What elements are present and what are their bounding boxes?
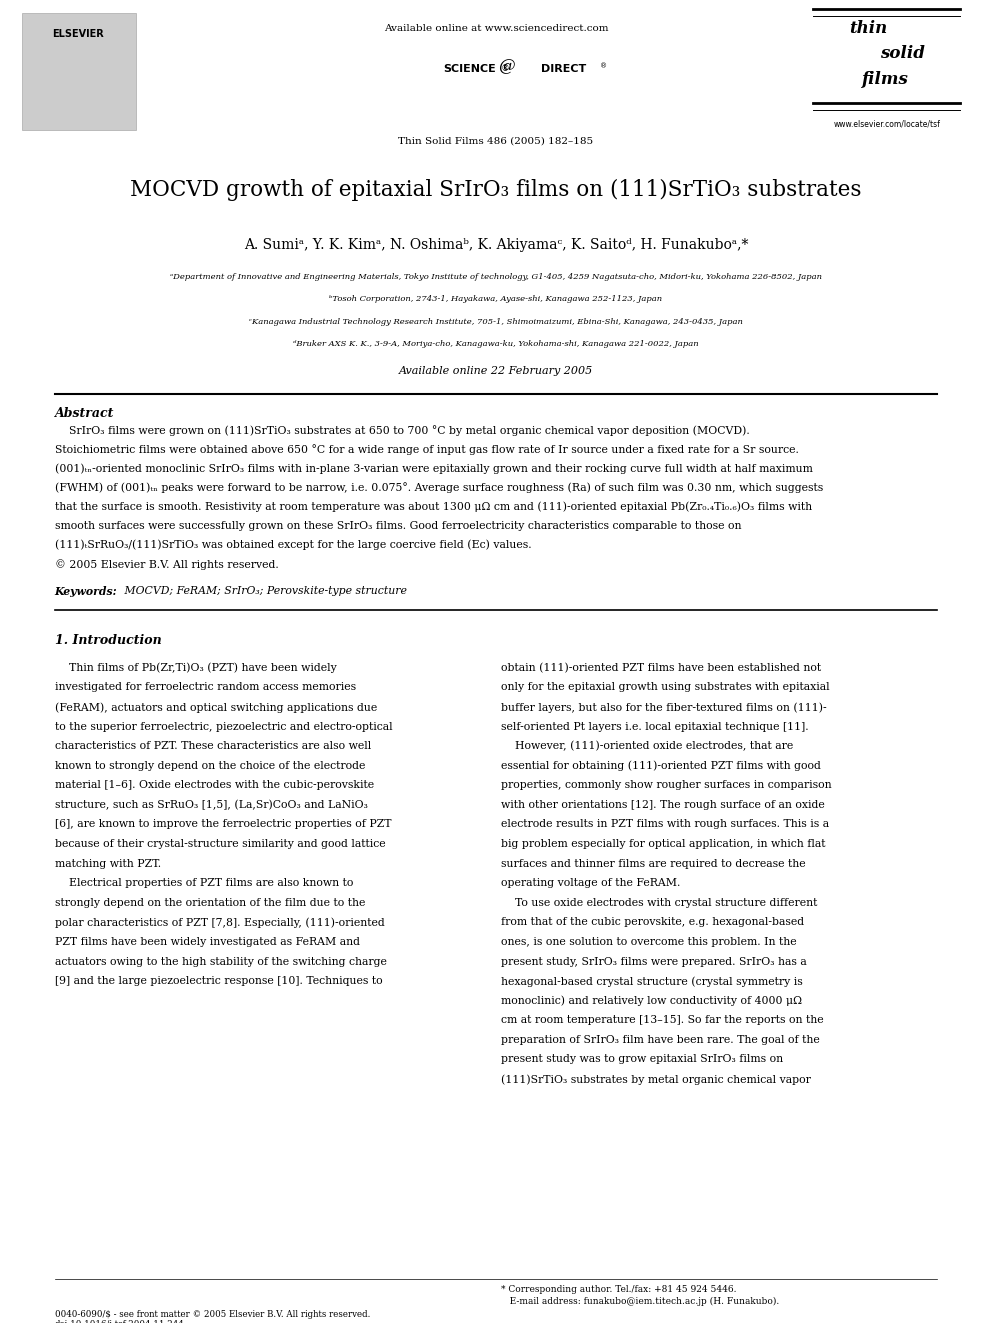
Text: doi:10.1016/j.tsf.2004.11.244: doi:10.1016/j.tsf.2004.11.244 [55, 1320, 185, 1323]
Text: ᵃDepartment of Innovative and Engineering Materials, Tokyo Institute of technolo: ᵃDepartment of Innovative and Engineerin… [170, 273, 822, 280]
Text: properties, commonly show rougher surfaces in comparison: properties, commonly show rougher surfac… [501, 781, 831, 790]
Text: DIRECT: DIRECT [541, 64, 586, 74]
Text: Electrical properties of PZT films are also known to: Electrical properties of PZT films are a… [55, 878, 353, 888]
Text: ᵇTosoh Corporation, 2743-1, Hayakawa, Ayase-shi, Kanagawa 252-1123, Japan: ᵇTosoh Corporation, 2743-1, Hayakawa, Ay… [329, 295, 663, 303]
Text: only for the epitaxial growth using substrates with epitaxial: only for the epitaxial growth using subs… [501, 683, 829, 692]
Text: 0040-6090/$ - see front matter © 2005 Elsevier B.V. All rights reserved.: 0040-6090/$ - see front matter © 2005 El… [55, 1310, 370, 1319]
Text: However, (111)-oriented oxide electrodes, that are: However, (111)-oriented oxide electrodes… [501, 741, 794, 751]
Text: hexagonal-based crystal structure (crystal symmetry is: hexagonal-based crystal structure (cryst… [501, 976, 803, 987]
Text: structure, such as SrRuO₃ [1,5], (La,Sr)CoO₃ and LaNiO₃: structure, such as SrRuO₃ [1,5], (La,Sr)… [55, 800, 367, 810]
Text: SrIrO₃ films were grown on (111)SrTiO₃ substrates at 650 to 700 °C by metal orga: SrIrO₃ films were grown on (111)SrTiO₃ s… [55, 425, 749, 435]
Text: material [1–6]. Oxide electrodes with the cubic-perovskite: material [1–6]. Oxide electrodes with th… [55, 781, 374, 790]
Text: films: films [862, 71, 910, 89]
Text: Thin Solid Films 486 (2005) 182–185: Thin Solid Films 486 (2005) 182–185 [399, 136, 593, 146]
Text: MOCVD growth of epitaxial SrIrO₃ films on (111)SrTiO₃ substrates: MOCVD growth of epitaxial SrIrO₃ films o… [130, 179, 862, 201]
Bar [22, 13, 136, 130]
Text: (FWHM) of (001)ₜₙ peaks were forward to be narrow, i.e. 0.075°. Average surface : (FWHM) of (001)ₜₙ peaks were forward to … [55, 483, 822, 493]
Text: matching with PZT.: matching with PZT. [55, 859, 161, 869]
Text: SCIENCE: SCIENCE [443, 64, 496, 74]
Text: (FeRAM), actuators and optical switching applications due: (FeRAM), actuators and optical switching… [55, 703, 377, 713]
Text: thin: thin [849, 20, 887, 37]
Text: present study, SrIrO₃ films were prepared. SrIrO₃ has a: present study, SrIrO₃ films were prepare… [501, 957, 806, 967]
Text: © 2005 Elsevier B.V. All rights reserved.: © 2005 Elsevier B.V. All rights reserved… [55, 558, 279, 570]
Text: ones, is one solution to overcome this problem. In the: ones, is one solution to overcome this p… [501, 937, 797, 947]
Text: with other orientations [12]. The rough surface of an oxide: with other orientations [12]. The rough … [501, 800, 824, 810]
Text: Keywords:: Keywords: [55, 586, 117, 597]
Text: MOCVD; FeRAM; SrIrO₃; Perovskite-type structure: MOCVD; FeRAM; SrIrO₃; Perovskite-type st… [121, 586, 407, 597]
Text: ®: ® [496, 64, 510, 73]
Text: preparation of SrIrO₃ film have been rare. The goal of the: preparation of SrIrO₃ film have been rar… [501, 1035, 819, 1045]
Text: www.elsevier.com/locate/tsf: www.elsevier.com/locate/tsf [833, 119, 940, 128]
Text: ®: ® [600, 64, 607, 70]
Text: smooth surfaces were successfully grown on these SrIrO₃ films. Good ferroelectri: smooth surfaces were successfully grown … [55, 520, 741, 531]
Text: 1. Introduction: 1. Introduction [55, 634, 162, 647]
Text: strongly depend on the orientation of the film due to the: strongly depend on the orientation of th… [55, 898, 365, 908]
Text: Stoichiometric films were obtained above 650 °C for a wide range of input gas fl: Stoichiometric films were obtained above… [55, 443, 799, 455]
Text: (001)ₜₙ-oriented monoclinic SrIrO₃ films with in-plane 3-varian were epitaxially: (001)ₜₙ-oriented monoclinic SrIrO₃ films… [55, 463, 812, 474]
Text: known to strongly depend on the choice of the electrode: known to strongly depend on the choice o… [55, 761, 365, 771]
Text: essential for obtaining (111)-oriented PZT films with good: essential for obtaining (111)-oriented P… [501, 761, 820, 771]
Text: ᶜKanagawa Industrial Technology Research Institute, 705-1, Shimoimaizumi, Ebina-: ᶜKanagawa Industrial Technology Research… [249, 318, 743, 325]
Text: big problem especially for optical application, in which flat: big problem especially for optical appli… [501, 839, 825, 849]
Text: Abstract: Abstract [55, 407, 114, 421]
Text: [9] and the large piezoelectric response [10]. Techniques to: [9] and the large piezoelectric response… [55, 976, 382, 986]
Text: obtain (111)-oriented PZT films have been established not: obtain (111)-oriented PZT films have bee… [501, 663, 821, 673]
Text: ᵈBruker AXS K. K., 3-9-A, Moriya-cho, Kanagawa-ku, Yokohama-shi, Kanagawa 221-00: ᵈBruker AXS K. K., 3-9-A, Moriya-cho, Ka… [294, 340, 698, 348]
Text: polar characteristics of PZT [7,8]. Especially, (111)-oriented: polar characteristics of PZT [7,8]. Espe… [55, 917, 384, 927]
Text: @: @ [498, 58, 515, 75]
Text: (111)SrTiO₃ substrates by metal organic chemical vapor: (111)SrTiO₃ substrates by metal organic … [501, 1074, 810, 1085]
Text: from that of the cubic perovskite, e.g. hexagonal-based: from that of the cubic perovskite, e.g. … [501, 917, 805, 927]
Text: characteristics of PZT. These characteristics are also well: characteristics of PZT. These characteri… [55, 741, 371, 751]
Text: buffer layers, but also for the fiber-textured films on (111)-: buffer layers, but also for the fiber-te… [501, 703, 826, 713]
Text: actuators owing to the high stability of the switching charge: actuators owing to the high stability of… [55, 957, 387, 967]
Text: ELSEVIER: ELSEVIER [53, 29, 104, 40]
Text: cm at room temperature [13–15]. So far the reports on the: cm at room temperature [13–15]. So far t… [501, 1015, 823, 1025]
Text: investigated for ferroelectric random access memories: investigated for ferroelectric random ac… [55, 683, 356, 692]
Text: * Corresponding author. Tel./fax: +81 45 924 5446.: * Corresponding author. Tel./fax: +81 45… [501, 1285, 736, 1294]
Text: Available online at www.sciencedirect.com: Available online at www.sciencedirect.co… [384, 24, 608, 33]
Text: to the superior ferroelectric, piezoelectric and electro-optical: to the superior ferroelectric, piezoelec… [55, 721, 392, 732]
Text: To use oxide electrodes with crystal structure different: To use oxide electrodes with crystal str… [501, 898, 817, 908]
Text: that the surface is smooth. Resistivity at room temperature was about 1300 μΩ cm: that the surface is smooth. Resistivity … [55, 501, 811, 512]
Text: [6], are known to improve the ferroelectric properties of PZT: [6], are known to improve the ferroelect… [55, 819, 391, 830]
Text: solid: solid [880, 45, 926, 62]
Text: present study was to grow epitaxial SrIrO₃ films on: present study was to grow epitaxial SrIr… [501, 1054, 783, 1065]
Text: (111)ₜSrRuO₃/(111)SrTiO₃ was obtained except for the large coercive field (Ec) v: (111)ₜSrRuO₃/(111)SrTiO₃ was obtained ex… [55, 540, 531, 550]
Text: monoclinic) and relatively low conductivity of 4000 μΩ: monoclinic) and relatively low conductiv… [501, 996, 802, 1007]
Text: PZT films have been widely investigated as FeRAM and: PZT films have been widely investigated … [55, 937, 359, 947]
Text: E-mail address: funakubo@iem.titech.ac.jp (H. Funakubo).: E-mail address: funakubo@iem.titech.ac.j… [501, 1297, 779, 1306]
Text: because of their crystal-structure similarity and good lattice: because of their crystal-structure simil… [55, 839, 385, 849]
Text: self-oriented Pt layers i.e. local epitaxial technique [11].: self-oriented Pt layers i.e. local epita… [501, 721, 808, 732]
Text: Available online 22 February 2005: Available online 22 February 2005 [399, 366, 593, 377]
Text: A. Sumiᵃ, Y. K. Kimᵃ, N. Oshimaᵇ, K. Akiyamaᶜ, K. Saitoᵈ, H. Funakuboᵃ,*: A. Sumiᵃ, Y. K. Kimᵃ, N. Oshimaᵇ, K. Aki… [244, 238, 748, 253]
Text: surfaces and thinner films are required to decrease the: surfaces and thinner films are required … [501, 859, 806, 869]
Text: electrode results in PZT films with rough surfaces. This is a: electrode results in PZT films with roug… [501, 819, 829, 830]
Text: Thin films of Pb(Zr,Ti)O₃ (PZT) have been widely: Thin films of Pb(Zr,Ti)O₃ (PZT) have bee… [55, 663, 336, 673]
Text: operating voltage of the FeRAM.: operating voltage of the FeRAM. [501, 878, 681, 888]
